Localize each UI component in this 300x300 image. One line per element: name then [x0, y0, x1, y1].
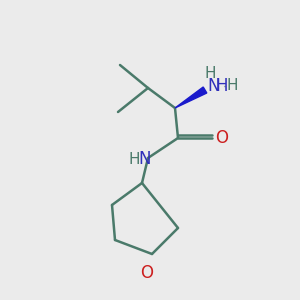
Text: O: O — [140, 264, 154, 282]
Text: H: H — [226, 79, 238, 94]
Text: N: N — [207, 77, 220, 95]
Text: H: H — [128, 152, 140, 166]
Text: N: N — [138, 150, 151, 168]
Text: H: H — [204, 67, 216, 82]
Polygon shape — [175, 87, 207, 108]
Text: H: H — [215, 77, 227, 95]
Text: O: O — [215, 129, 228, 147]
